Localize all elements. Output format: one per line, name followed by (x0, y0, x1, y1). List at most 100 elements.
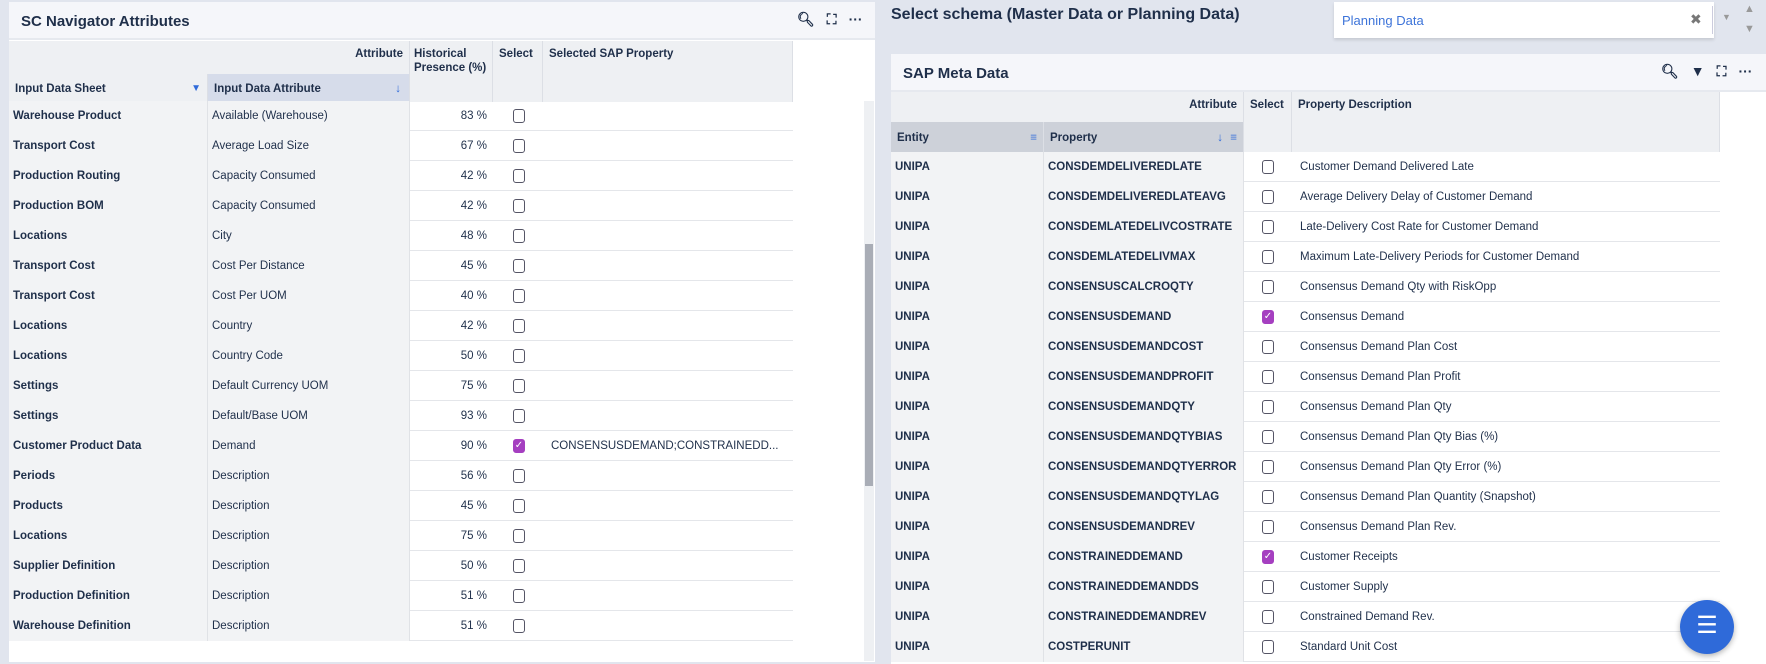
select-checkbox[interactable] (1262, 490, 1274, 504)
table-row[interactable]: Production BOM Capacity Consumed 42 % (9, 191, 793, 221)
filter-icon[interactable]: ≡ (1230, 132, 1237, 144)
select-checkbox[interactable]: ✓ (1262, 310, 1274, 324)
table-row[interactable]: Locations City 48 % (9, 221, 793, 251)
col-select[interactable]: Select (493, 41, 543, 102)
select-checkbox[interactable] (1262, 340, 1274, 354)
table-row[interactable]: UNIPA CONSENSUSDEMANDPROFIT Consensus Dema… (891, 362, 1720, 392)
select-checkbox[interactable] (513, 319, 525, 333)
select-checkbox[interactable] (513, 109, 525, 123)
table-row[interactable]: UNIPA CONSTRAINEDDEMANDDS Customer Supply (891, 572, 1720, 602)
scrollbar-thumb[interactable] (865, 244, 873, 486)
col-selected-sap-property[interactable]: Selected SAP Property (543, 41, 793, 102)
table-row[interactable]: Warehouse Definition Description 51 % (9, 611, 793, 641)
table-row[interactable]: UNIPA CONSENSUSDEMANDQTY Consensus Demand … (891, 392, 1720, 422)
table-row[interactable]: UNIPA CONSDEMDELIVEREDLATEAVG Average Deli… (891, 182, 1720, 212)
select-checkbox[interactable] (513, 349, 525, 363)
select-checkbox[interactable] (513, 619, 525, 633)
select-checkbox[interactable]: ✓ (1262, 550, 1274, 564)
filter-icon[interactable]: ▼ (1690, 63, 1705, 79)
col-entity[interactable]: Entity ≡ (891, 122, 1044, 152)
chevron-down-icon[interactable]: ▼ (1722, 12, 1731, 22)
select-checkbox[interactable] (1262, 220, 1274, 234)
spinner-down-icon[interactable]: ▼ (1744, 23, 1755, 35)
input-data-attribute-cell: Description (208, 551, 410, 581)
table-row[interactable]: Transport Cost Average Load Size 67 % (9, 131, 793, 161)
select-checkbox[interactable] (1262, 580, 1274, 594)
table-row[interactable]: Periods Description 56 % (9, 461, 793, 491)
chevron-down-icon[interactable]: ▼ (191, 83, 201, 94)
table-row[interactable]: UNIPA CONSDEMLATEDELIVMAX Maximum Late-Del… (891, 242, 1720, 272)
table-row[interactable]: UNIPA CONSENSUSCALCROQTY Consensus Demand … (891, 272, 1720, 302)
table-row[interactable]: UNIPA COSTPERUNIT Standard Unit Cost (891, 632, 1720, 662)
table-row[interactable]: UNIPA CONSENSUSDEMANDREV Consensus Demand … (891, 512, 1720, 542)
menu-fab-button[interactable]: ☰ (1680, 600, 1734, 654)
select-checkbox[interactable] (1262, 190, 1274, 204)
table-row[interactable]: UNIPA CONSTRAINEDDEMAND ✓ Customer Receipts (891, 542, 1720, 572)
table-row[interactable]: Locations Country 42 % (9, 311, 793, 341)
clear-icon[interactable]: ✖ (1690, 11, 1702, 27)
col-select[interactable]: Select (1244, 92, 1292, 152)
select-checkbox[interactable] (513, 559, 525, 573)
select-checkbox[interactable] (513, 139, 525, 153)
table-row[interactable]: Settings Default/Base UOM 93 % (9, 401, 793, 431)
select-checkbox[interactable] (1262, 460, 1274, 474)
table-row[interactable]: UNIPA CONSTRAINEDDEMANDREV Constrained Dem… (891, 602, 1720, 632)
table-row[interactable]: UNIPA CONSENSUSDEMANDQTYERROR Consensus De… (891, 452, 1720, 482)
table-row[interactable]: Locations Country Code 50 % (9, 341, 793, 371)
select-checkbox[interactable] (513, 229, 525, 243)
col-historical-presence[interactable]: Historical Presence (%) (410, 41, 493, 102)
table-row[interactable]: Transport Cost Cost Per UOM 40 % (9, 281, 793, 311)
table-row[interactable]: UNIPA CONSENSUSDEMANDCOST Consensus Demand… (891, 332, 1720, 362)
table-row[interactable]: Locations Description 75 % (9, 521, 793, 551)
search-icon[interactable]: 🔍︎ (797, 11, 815, 27)
more-icon[interactable]: ··· (848, 11, 863, 27)
col-input-data-attribute[interactable]: Input Data Attribute ↓ (208, 74, 410, 102)
table-row[interactable]: Transport Cost Cost Per Distance 45 % (9, 251, 793, 281)
table-row[interactable]: UNIPA CONSDEMDELIVEREDLATE Customer Demand… (891, 152, 1720, 182)
select-checkbox[interactable] (513, 469, 525, 483)
select-checkbox[interactable] (513, 589, 525, 603)
sc-navigator-panel: SC Navigator Attributes 🔍︎ ⛶ ··· Attribu… (9, 2, 875, 662)
col-input-data-sheet[interactable]: Input Data Sheet ▼ (9, 74, 208, 102)
table-row[interactable]: Customer Product Data Demand 90 % ✓ CONSENSU… (9, 431, 793, 461)
more-icon[interactable]: ··· (1738, 63, 1753, 79)
fullscreen-icon[interactable]: ⛶ (826, 11, 837, 27)
entity-cell: UNIPA (891, 422, 1044, 452)
fullscreen-icon[interactable]: ⛶ (1716, 63, 1727, 79)
scrollbar[interactable] (864, 101, 874, 661)
table-row[interactable]: Settings Default Currency UOM 75 % (9, 371, 793, 401)
select-checkbox[interactable] (1262, 370, 1274, 384)
property-description-cell: Late-Delivery Cost Rate for Customer Dem… (1300, 221, 1539, 233)
table-row[interactable]: Products Description 45 % (9, 491, 793, 521)
table-row[interactable]: Production Definition Description 51 % (9, 581, 793, 611)
select-checkbox[interactable] (513, 379, 525, 393)
table-row[interactable]: UNIPA CONSENSUSDEMAND ✓ Consensus Demand (891, 302, 1720, 332)
select-checkbox[interactable] (1262, 280, 1274, 294)
select-checkbox[interactable] (513, 169, 525, 183)
col-property[interactable]: Property ↓ ≡ (1044, 122, 1244, 152)
table-row[interactable]: Warehouse Product Available (Warehouse) 83… (9, 101, 793, 131)
select-checkbox[interactable] (1262, 430, 1274, 444)
col-property-description[interactable]: Property Description (1292, 92, 1720, 152)
select-checkbox[interactable] (1262, 400, 1274, 414)
select-checkbox[interactable] (513, 499, 525, 513)
select-checkbox[interactable] (513, 199, 525, 213)
filter-icon[interactable]: ≡ (1030, 132, 1037, 144)
select-checkbox[interactable] (1262, 250, 1274, 264)
select-checkbox[interactable] (1262, 160, 1274, 174)
select-checkbox[interactable] (513, 529, 525, 543)
table-row[interactable]: UNIPA CONSENSUSDEMANDQTYLAG Consensus Dema… (891, 482, 1720, 512)
select-checkbox[interactable] (513, 289, 525, 303)
select-checkbox[interactable]: ✓ (513, 439, 525, 453)
table-row[interactable]: Production Routing Capacity Consumed 42 % (9, 161, 793, 191)
select-checkbox[interactable] (513, 259, 525, 273)
select-checkbox[interactable] (513, 409, 525, 423)
schema-select[interactable]: Planning Data ✖ (1334, 2, 1714, 38)
table-row[interactable]: UNIPA CONSENSUSDEMANDQTYBIAS Consensus Dem… (891, 422, 1720, 452)
select-checkbox[interactable] (1262, 610, 1274, 624)
spinner-up-icon[interactable]: ▲ (1744, 3, 1755, 15)
select-checkbox[interactable] (1262, 520, 1274, 534)
table-row[interactable]: UNIPA CONSDEMLATEDELIVCOSTRATE Late-Delive… (891, 212, 1720, 242)
search-icon[interactable]: 🔍︎ (1661, 63, 1679, 79)
table-row[interactable]: Supplier Definition Description 50 % (9, 551, 793, 581)
